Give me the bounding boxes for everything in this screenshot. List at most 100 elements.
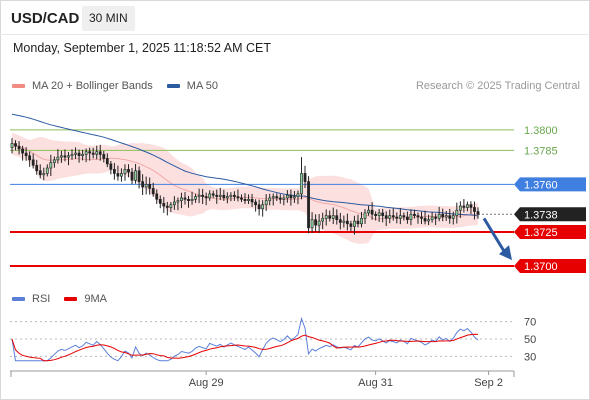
candle-body [331,215,335,219]
candle [56,149,60,164]
candle [109,160,113,175]
forecast-arrow-head [499,245,512,261]
candle-body [105,158,109,165]
candle [374,211,378,221]
candle-body [285,194,289,199]
candle [448,208,452,224]
x-tick-label: Sep 2 [474,377,503,389]
candle-body [98,151,102,155]
candle [49,154,53,177]
candle [342,215,346,228]
candle [416,212,420,224]
candle-body [317,220,321,226]
candle [321,212,325,230]
candle [257,199,261,216]
candle-body [257,204,261,210]
candle-body [282,197,286,200]
candle-body [158,199,162,204]
candle-body [35,164,39,172]
candle-body [141,181,145,188]
candle [194,193,197,203]
candle-body [416,215,420,218]
x-tick-label: Aug 31 [358,377,393,389]
candle-body [21,148,24,154]
candle [158,195,162,209]
candle [218,187,222,201]
candle [38,164,42,179]
candle [21,145,24,161]
candle-body [409,213,413,221]
candle-body [127,169,130,173]
candle [458,201,462,219]
candle-body [455,209,459,216]
candle [169,201,173,213]
candle-body [84,151,88,155]
candle [345,213,349,231]
candle-body [441,213,445,218]
candle [151,182,155,197]
candle-body [307,181,310,229]
candle [430,212,434,223]
candle-body [289,194,293,199]
candle [271,193,275,206]
candle-body [473,207,476,212]
candle [204,192,208,206]
candle-body [77,152,81,157]
rsi-tick-label: 50 [524,334,536,346]
level-tag-pivot [514,177,586,192]
candle-body [360,218,363,225]
candle-body [466,204,469,208]
candle-body [374,213,378,216]
candle-body [388,215,392,219]
candle [356,214,360,228]
candle-body [367,209,370,214]
candle-body [458,205,462,211]
candle-body [112,169,116,174]
candle [409,209,413,226]
candle [215,189,219,204]
bollinger-band-area [12,132,478,244]
candle [384,211,388,227]
candle [264,194,268,211]
rsi-tick-label: 70 [524,317,536,329]
legend-swatch [166,84,180,88]
candle [172,196,176,210]
candle-body [271,196,275,199]
candle [381,208,385,223]
candle [63,149,67,162]
candle-body [187,199,190,201]
candle-body [14,143,17,147]
candle [187,195,190,208]
candle-body [225,196,229,199]
candle-body [42,173,46,176]
candle-body [427,219,430,222]
candle [466,201,469,212]
candle-body [162,203,166,207]
candle [377,209,381,222]
candle-body [324,215,328,219]
candle [105,153,109,168]
candle [420,211,423,225]
candle-body [356,220,360,225]
candle [423,210,427,225]
candle [335,209,339,225]
candle [31,153,35,169]
candle [137,166,141,189]
candle [405,211,409,224]
candle-body [24,152,28,157]
candle [60,150,63,163]
candle [310,212,314,233]
candle [462,199,466,213]
candle [84,148,88,163]
candle-body [130,171,134,181]
candle [116,165,120,181]
candle [293,190,296,203]
candle-body [95,151,99,155]
candle [35,159,39,175]
candle [24,147,28,161]
candle [120,168,123,182]
candle-body [413,213,416,216]
candle [427,214,430,226]
timeframe-button[interactable]: 30 MIN [82,6,135,31]
